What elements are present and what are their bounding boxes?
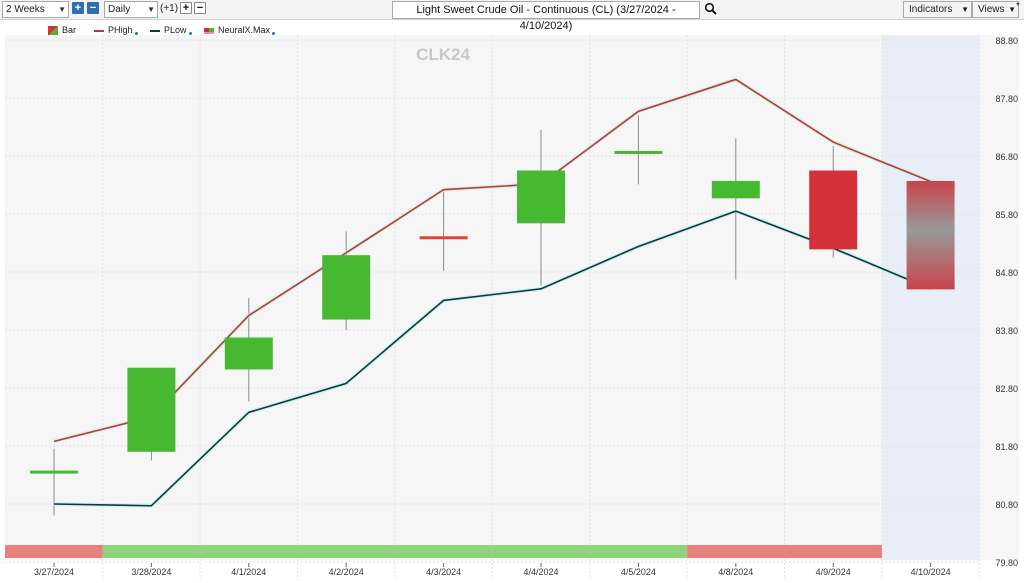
plot-area	[5, 35, 1019, 560]
indicators-label: Indicators	[909, 4, 953, 15]
x-tick-label: 4/3/2024	[426, 567, 461, 577]
y-tick-label: 80.80	[995, 500, 1018, 510]
symbol-title-field[interactable]: Light Sweet Crude Oil - Continuous (CL) …	[392, 1, 700, 32]
signal-bar-segment	[687, 545, 785, 558]
views-marker: *	[1016, 1, 1020, 12]
plow-line	[53, 210, 931, 507]
x-tick-label: 4/8/2024	[718, 567, 753, 577]
search-icon[interactable]	[704, 2, 718, 16]
legend-item-neuralx[interactable]: NeuralX.Max	[204, 23, 276, 37]
chevron-down-icon: ▼	[147, 5, 155, 14]
signal-bar-segment	[394, 545, 493, 558]
toolbar: 2 Weeks ▼ + − Daily ▼ (+1) + − Light Swe…	[0, 0, 1024, 32]
signal-bar-segment	[492, 545, 590, 558]
settings-dot-icon[interactable]	[188, 32, 192, 35]
legend-label: NeuralX.Max	[218, 25, 271, 35]
legend-item-plow[interactable]: PLow	[150, 23, 192, 37]
x-tick-label: 3/28/2024	[131, 567, 171, 577]
offset-decrease-button[interactable]: −	[194, 2, 206, 14]
y-tick-label: 84.80	[995, 268, 1018, 278]
legend-label: Bar	[62, 25, 77, 35]
x-tick-label: 4/10/2024	[911, 567, 951, 577]
y-tick-label: 82.80	[995, 384, 1018, 394]
x-tick-label: 4/2/2024	[329, 567, 364, 577]
candle-body[interactable]	[517, 170, 565, 224]
offset-label: (+1)	[160, 3, 179, 14]
line-legend-icon	[94, 29, 104, 32]
candle-body[interactable]	[419, 236, 468, 240]
candle-body[interactable]	[322, 255, 371, 320]
bar-legend-icon	[48, 25, 58, 36]
signal-bar-segment	[784, 545, 882, 558]
signal-bar-segment	[5, 545, 103, 558]
interval-select-value: Daily	[108, 4, 131, 15]
x-tick-label: 4/9/2024	[816, 567, 851, 577]
indicators-button[interactable]: Indicators ▼	[903, 1, 972, 18]
candle-body[interactable]	[906, 180, 955, 290]
neuralx-legend-icon	[204, 27, 214, 34]
phigh-line	[53, 78, 931, 443]
y-tick-label: 83.80	[995, 326, 1018, 336]
y-tick-label: 87.80	[995, 94, 1018, 104]
y-tick-label: 85.80	[995, 210, 1018, 220]
period-select[interactable]: 2 Weeks ▼	[2, 1, 69, 18]
x-tick-label: 4/1/2024	[231, 567, 266, 577]
candle-body[interactable]	[614, 151, 663, 155]
candle-body[interactable]	[30, 470, 78, 474]
signal-bar-segment	[102, 545, 201, 558]
line-legend-icon	[150, 29, 160, 32]
settings-dot-icon[interactable]	[272, 32, 276, 35]
chevron-down-icon: ▼	[58, 5, 66, 14]
y-tick-label: 86.80	[995, 152, 1018, 162]
chevron-down-icon: ▼	[1008, 5, 1016, 14]
settings-dot-icon[interactable]	[134, 32, 138, 35]
legend-label: PLow	[164, 25, 187, 35]
signal-bar-segment	[589, 545, 688, 558]
x-tick-label: 3/27/2024	[34, 567, 74, 577]
interval-select[interactable]: Daily ▼	[104, 1, 158, 18]
period-select-value: 2 Weeks	[6, 4, 45, 15]
candle-body[interactable]	[224, 337, 273, 370]
offset-increase-button[interactable]: +	[180, 2, 192, 14]
x-tick-label: 4/4/2024	[523, 567, 558, 577]
y-tick-label: 79.80	[995, 558, 1018, 568]
signal-bar-segment	[200, 545, 298, 558]
legend-item-bar[interactable]: Bar	[48, 23, 76, 37]
y-tick-label: 81.80	[995, 442, 1018, 452]
y-tick-label: 88.80	[995, 36, 1018, 46]
chart-legend: Bar PHigh PLow NeuralX.Max	[0, 23, 700, 37]
x-tick-label: 4/5/2024	[621, 567, 656, 577]
zoom-in-button[interactable]: +	[72, 2, 84, 14]
zoom-out-button[interactable]: −	[87, 2, 99, 14]
legend-label: PHigh	[108, 25, 133, 35]
price-chart[interactable]: CLK24 79.80 80.80 81.80 82.80 83.80 84.80 85.8…	[0, 20, 1024, 583]
signal-bar-segment	[297, 545, 395, 558]
legend-item-phigh[interactable]: PHigh	[94, 23, 138, 37]
chevron-down-icon: ▼	[961, 5, 969, 14]
views-button[interactable]: Views ▼	[972, 1, 1019, 18]
watermark: CLK24	[416, 45, 470, 64]
candle-body[interactable]	[127, 367, 176, 452]
forecast-region	[881, 35, 979, 560]
candle-body[interactable]	[711, 180, 760, 199]
candle-body[interactable]	[809, 170, 858, 250]
views-label: Views	[978, 4, 1005, 15]
